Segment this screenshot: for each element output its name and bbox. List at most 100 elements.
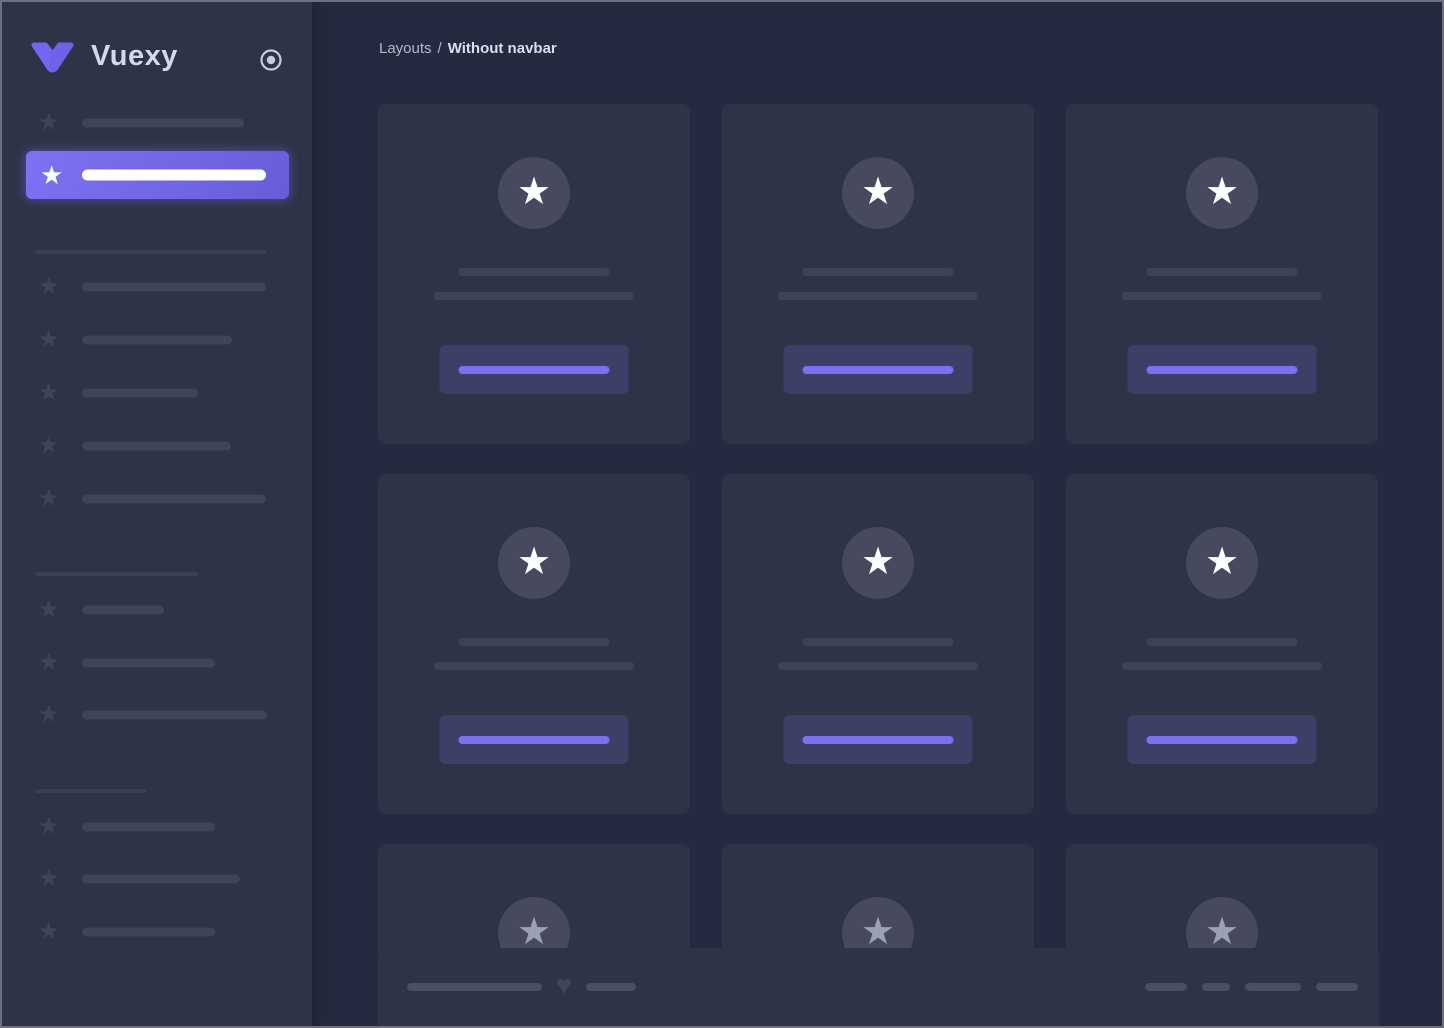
star-icon: ★ — [38, 596, 60, 623]
star-icon: ★ — [38, 432, 60, 459]
star-icon: ★ — [860, 540, 896, 583]
star-icon: ★ — [1204, 910, 1240, 953]
menu-label-skeleton-bar — [82, 710, 267, 720]
heart-icon: ♥ — [556, 969, 573, 1000]
menu-label-skeleton-bar — [82, 441, 231, 451]
main-content: Layouts / Without navbar ★ ★ ★ ★ ★ ★ ★ ★ ★ ♥ — [312, 2, 1442, 1026]
button-label-skeleton-bar — [458, 365, 610, 374]
skeleton-text-bar — [433, 292, 635, 300]
sidebar-item[interactable]: ★ — [2, 433, 312, 459]
skeleton-text-bar — [777, 662, 979, 670]
skeleton-title-bar — [458, 638, 610, 646]
skeleton-title-bar — [1146, 268, 1298, 276]
avatar-circle: ★ — [842, 527, 914, 599]
sidebar-item[interactable]: ★ — [2, 274, 312, 300]
star-icon: ★ — [38, 379, 60, 406]
star-icon: ★ — [516, 540, 552, 583]
sidebar-menu: ★ ★ ★ ★ ★ ★ ★ ★ ★ ★ ★ ★ ★ — [2, 2, 312, 1026]
star-icon: ★ — [38, 701, 60, 728]
card-action-button[interactable] — [1127, 345, 1317, 394]
breadcrumb-current-page: Without navbar — [447, 40, 557, 57]
sidebar-item[interactable]: ★ — [2, 919, 312, 945]
footer-link-skeleton-bar — [1245, 983, 1301, 991]
sidebar-item[interactable]: ★ — [2, 327, 312, 353]
skeleton-title-bar — [458, 268, 610, 276]
menu-label-skeleton-bar — [82, 494, 266, 504]
skeleton-title-bar — [802, 638, 954, 646]
placeholder-card: ★ — [378, 474, 690, 814]
sidebar-item-active[interactable]: ★ — [26, 150, 289, 199]
star-icon: ★ — [516, 910, 552, 953]
menu-label-skeleton-bar — [82, 335, 232, 344]
skeleton-text-bar — [1121, 292, 1323, 300]
card-action-button[interactable] — [439, 345, 629, 394]
menu-section-header-skeleton — [35, 250, 266, 254]
button-label-skeleton-bar — [802, 735, 954, 744]
sidebar-item[interactable]: ★ — [2, 597, 312, 623]
star-icon: ★ — [38, 325, 60, 353]
skeleton-title-bar — [1146, 638, 1298, 646]
footer-copyright-skeleton-bar — [407, 983, 542, 991]
star-icon: ★ — [860, 910, 896, 953]
star-icon: ★ — [38, 812, 60, 840]
placeholder-card: ★ — [1066, 104, 1378, 444]
star-icon: ★ — [516, 170, 552, 213]
button-label-skeleton-bar — [458, 735, 610, 744]
avatar-circle: ★ — [498, 157, 570, 229]
card-grid: ★ ★ ★ ★ ★ ★ ★ ★ ★ — [378, 104, 1378, 1026]
footer: ♥ — [379, 948, 1379, 1026]
placeholder-card: ★ — [1066, 474, 1378, 814]
breadcrumb-item-layouts[interactable]: Layouts — [379, 40, 432, 57]
star-icon: ★ — [1204, 170, 1240, 213]
sidebar-item[interactable]: ★ — [2, 702, 312, 728]
star-icon: ★ — [38, 485, 60, 512]
button-label-skeleton-bar — [1146, 735, 1298, 744]
menu-label-skeleton-bar — [82, 874, 240, 883]
sidebar-item[interactable]: ★ — [2, 866, 312, 892]
sidebar-item[interactable]: ★ — [2, 486, 312, 512]
placeholder-card: ★ — [722, 104, 1034, 444]
avatar-circle: ★ — [498, 527, 570, 599]
skeleton-text-bar — [777, 292, 979, 300]
star-icon: ★ — [860, 170, 896, 213]
card-action-button[interactable] — [783, 345, 973, 394]
placeholder-card: ★ — [722, 474, 1034, 814]
menu-label-skeleton-bar — [82, 169, 266, 180]
star-icon: ★ — [38, 109, 60, 136]
sidebar-item[interactable]: ★ — [2, 814, 312, 840]
brand-name: Vuexy — [91, 40, 178, 72]
sidebar-item[interactable]: ★ — [2, 650, 312, 676]
menu-label-skeleton-bar — [82, 927, 215, 937]
menu-label-skeleton-bar — [82, 658, 215, 667]
menu-section-header-skeleton — [35, 572, 198, 576]
footer-link-skeleton-bar — [1145, 983, 1187, 991]
star-icon: ★ — [38, 648, 60, 676]
star-icon: ★ — [38, 273, 60, 300]
footer-left-group: ♥ — [407, 971, 637, 999]
sidebar: Vuexy ★ ★ ★ ★ ★ ★ ★ ★ ★ ★ ★ ★ ★ — [2, 2, 312, 1026]
skeleton-text-bar — [433, 662, 635, 670]
menu-label-skeleton-bar — [82, 282, 266, 292]
brand-home-link[interactable]: Vuexy — [2, 2, 312, 98]
sidebar-item[interactable]: ★ — [2, 380, 312, 406]
card-action-button[interactable] — [439, 715, 629, 764]
card-action-button[interactable] — [783, 715, 973, 764]
footer-text-skeleton-bar — [586, 983, 637, 991]
menu-pin-toggle-icon[interactable] — [259, 48, 283, 72]
menu-label-skeleton-bar — [82, 605, 164, 615]
card-action-button[interactable] — [1127, 715, 1317, 764]
star-icon: ★ — [38, 864, 60, 892]
breadcrumb: Layouts / Without navbar — [379, 40, 557, 57]
star-icon: ★ — [38, 918, 60, 945]
menu-label-skeleton-bar — [82, 822, 215, 831]
avatar-circle: ★ — [1186, 527, 1258, 599]
placeholder-card: ★ — [378, 104, 690, 444]
sidebar-item[interactable]: ★ — [2, 110, 312, 136]
breadcrumb-separator: / — [437, 40, 442, 57]
footer-links-group — [1145, 983, 1358, 991]
vuexy-logo-icon — [31, 42, 74, 73]
menu-section-header-skeleton — [35, 789, 147, 793]
skeleton-text-bar — [1121, 662, 1323, 670]
star-icon: ★ — [40, 159, 64, 190]
